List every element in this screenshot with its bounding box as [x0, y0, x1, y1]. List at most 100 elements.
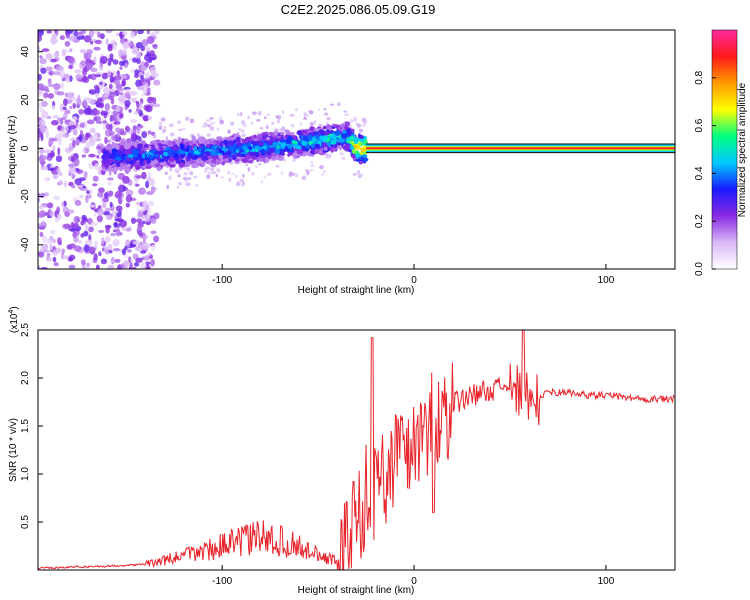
spectrogram-cell [64, 119, 70, 123]
x-tick-label: 100 [598, 275, 615, 286]
spectrogram-cell [138, 150, 144, 154]
spectrogram-cell [44, 149, 52, 154]
spectrogram-cell [68, 65, 73, 69]
spectrogram-cell [94, 39, 103, 45]
spectrogram-cell [229, 121, 235, 126]
spectrogram-cell [116, 149, 122, 155]
spectrogram-cell [72, 231, 77, 238]
spectrogram-cell [145, 261, 151, 265]
spectrogram-cell [201, 146, 208, 150]
spectrogram-cell [65, 49, 69, 54]
spectrogram-cell [38, 133, 43, 138]
spectrogram-cell [330, 134, 337, 139]
spectrogram-cell [95, 145, 102, 150]
spectrogram-cell [97, 31, 101, 38]
spectrogram-cell [136, 42, 143, 49]
spectrogram-cell [52, 249, 59, 256]
spectrogram-cell [106, 168, 113, 172]
spectrogram-cell [144, 143, 149, 149]
spectrogram-cell [323, 170, 326, 173]
spectrogram-cell [55, 31, 59, 36]
spectrogram-cell [96, 115, 101, 123]
spectrogram-cell [227, 129, 231, 134]
spectrogram-cell [63, 73, 70, 79]
spectrogram-cell [274, 130, 279, 136]
spectrogram-cell [277, 119, 280, 124]
spectrogram-cell [323, 112, 329, 116]
spectrogram-cell [340, 123, 345, 128]
spectrogram-cell [39, 204, 44, 210]
spectrogram-cell [145, 235, 148, 239]
spectrogram-cell [241, 183, 244, 187]
spectrogram-cell [309, 164, 315, 168]
spectrogram-cell [317, 108, 320, 111]
spectrogram-cell [268, 147, 275, 153]
spectrogram-cell [325, 154, 329, 159]
spectrogram-cell [98, 229, 105, 233]
spectrogram-cell [105, 226, 110, 234]
spectrogram-cell [169, 167, 172, 172]
spectrogram-cell [80, 187, 89, 192]
spectrogram-cell [237, 128, 242, 131]
spectrogram-cell [50, 229, 56, 235]
spectrogram-cell [83, 244, 90, 253]
spectrogram-cell [48, 236, 55, 243]
spectrogram-cell [239, 153, 246, 158]
spectrogram-cell [59, 171, 63, 177]
snr-x-label: Height of straight line (km) [298, 585, 415, 596]
spectrogram-cell [165, 136, 169, 142]
spectrogram-cell [150, 244, 156, 251]
spectrogram-cell [68, 163, 76, 168]
spectrogram-cell [125, 88, 131, 93]
spectrogram-cell [264, 116, 267, 119]
spectrogram-cell [140, 250, 147, 254]
spectrogram-cell [162, 151, 169, 157]
spectrogram-cell [72, 102, 76, 109]
spectrogram-cell [361, 118, 366, 122]
spectrogram-cell [344, 113, 349, 116]
colorbar-ticks: 0.0 0.2 0.4 0.6 0.8 [694, 70, 716, 276]
spectrogram-cell [135, 175, 143, 179]
spectrogram-cell [287, 143, 293, 149]
snr-y-label: SNR (10 * v/v) [8, 418, 19, 482]
spectrogram-cell [53, 195, 60, 201]
spectrogram-cell [178, 128, 183, 132]
colorbar: 0.0 0.2 0.4 0.6 0.8 Normalized spectral ampl… [694, 29, 748, 276]
spectrogram-cell [166, 148, 174, 154]
spectrogram-cell [109, 130, 115, 136]
spectrogram-cell [288, 148, 294, 152]
spectrogram-cell [115, 163, 121, 168]
spectrogram-cell [62, 223, 71, 229]
spectrogram-cell [310, 143, 316, 149]
spectrogram-cell [338, 138, 345, 143]
spectrogram-cell [113, 222, 118, 228]
spectrogram-cell [215, 149, 219, 154]
spectrogram-cell [107, 70, 111, 77]
spectrogram-cell [38, 30, 44, 36]
spectrogram-cell [105, 123, 111, 130]
colorbar-bar [711, 29, 738, 270]
spectrogram-cell [235, 149, 240, 153]
spectrogram-cell [44, 176, 51, 182]
spectrogram-cell [267, 172, 272, 176]
y-tick-label: 0.5 [20, 515, 31, 529]
y-tick-label: 2.5 [20, 323, 31, 337]
spectrogram-cell [69, 48, 73, 53]
spectrogram-cell [83, 230, 89, 237]
spectrogram-cell [309, 169, 314, 172]
spectrogram-cell [185, 116, 190, 121]
spectrogram-cell [291, 140, 298, 145]
spectrogram-cell [94, 74, 102, 78]
spectrogram-cell [104, 153, 110, 158]
spectrogram-cell [119, 220, 128, 228]
spectrogram-cell [42, 235, 48, 243]
spectrogram-cell [74, 200, 82, 206]
spectrogram-cell [71, 184, 76, 189]
spectrogram-cell [105, 38, 109, 45]
spectrogram-cell [362, 123, 367, 127]
spectrogram-cell [122, 175, 130, 184]
spectrogram-cell [248, 151, 256, 156]
colorbar-tick-label: 0.4 [694, 166, 705, 180]
spectrogram-cell [125, 202, 130, 208]
spectrogram-cell [80, 220, 85, 226]
